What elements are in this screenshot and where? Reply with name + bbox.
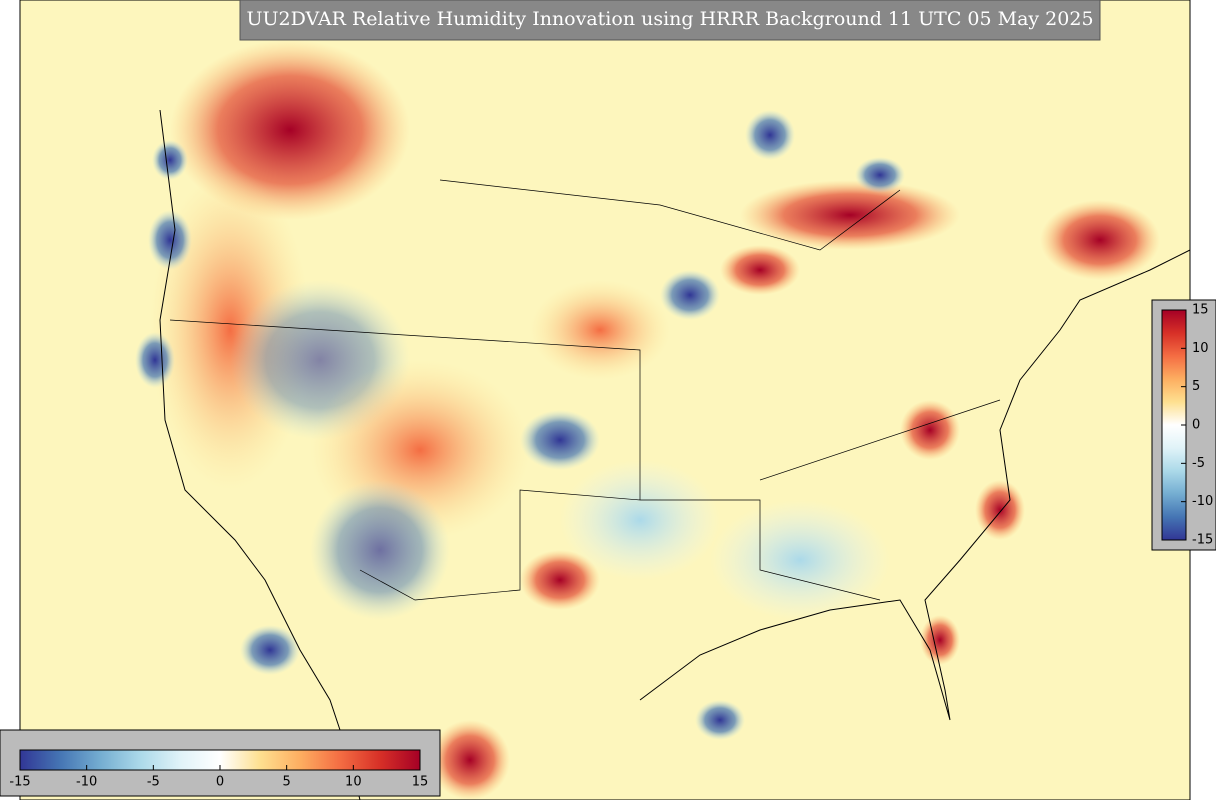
colorbar-right: 15 10 5 0 -5 -10 -15	[1151, 299, 1216, 551]
tick-label: 10	[345, 775, 362, 790]
tick-label: 15	[1192, 303, 1209, 318]
tick-label: -15	[1192, 533, 1213, 548]
tick-label: 5	[1192, 379, 1200, 394]
tick-label: -5	[147, 775, 160, 790]
map-field	[19, 0, 1191, 800]
tick-label: -15	[9, 775, 30, 790]
tick-label: -5	[1192, 456, 1205, 471]
tick-label: 0	[1192, 418, 1200, 433]
tick-label: 10	[1192, 341, 1209, 356]
tick-label: 0	[216, 775, 224, 790]
tick-label: 15	[412, 775, 429, 790]
colorbar-bottom: -15 -10 -5 0 5 10 15	[0, 729, 441, 797]
tick-label: -10	[76, 775, 97, 790]
title-box	[239, 0, 1101, 41]
map-title: UU2DVAR Relative Humidity Innovation usi…	[246, 8, 1093, 30]
tick-label: -10	[1192, 494, 1213, 509]
tick-label: 5	[283, 775, 291, 790]
